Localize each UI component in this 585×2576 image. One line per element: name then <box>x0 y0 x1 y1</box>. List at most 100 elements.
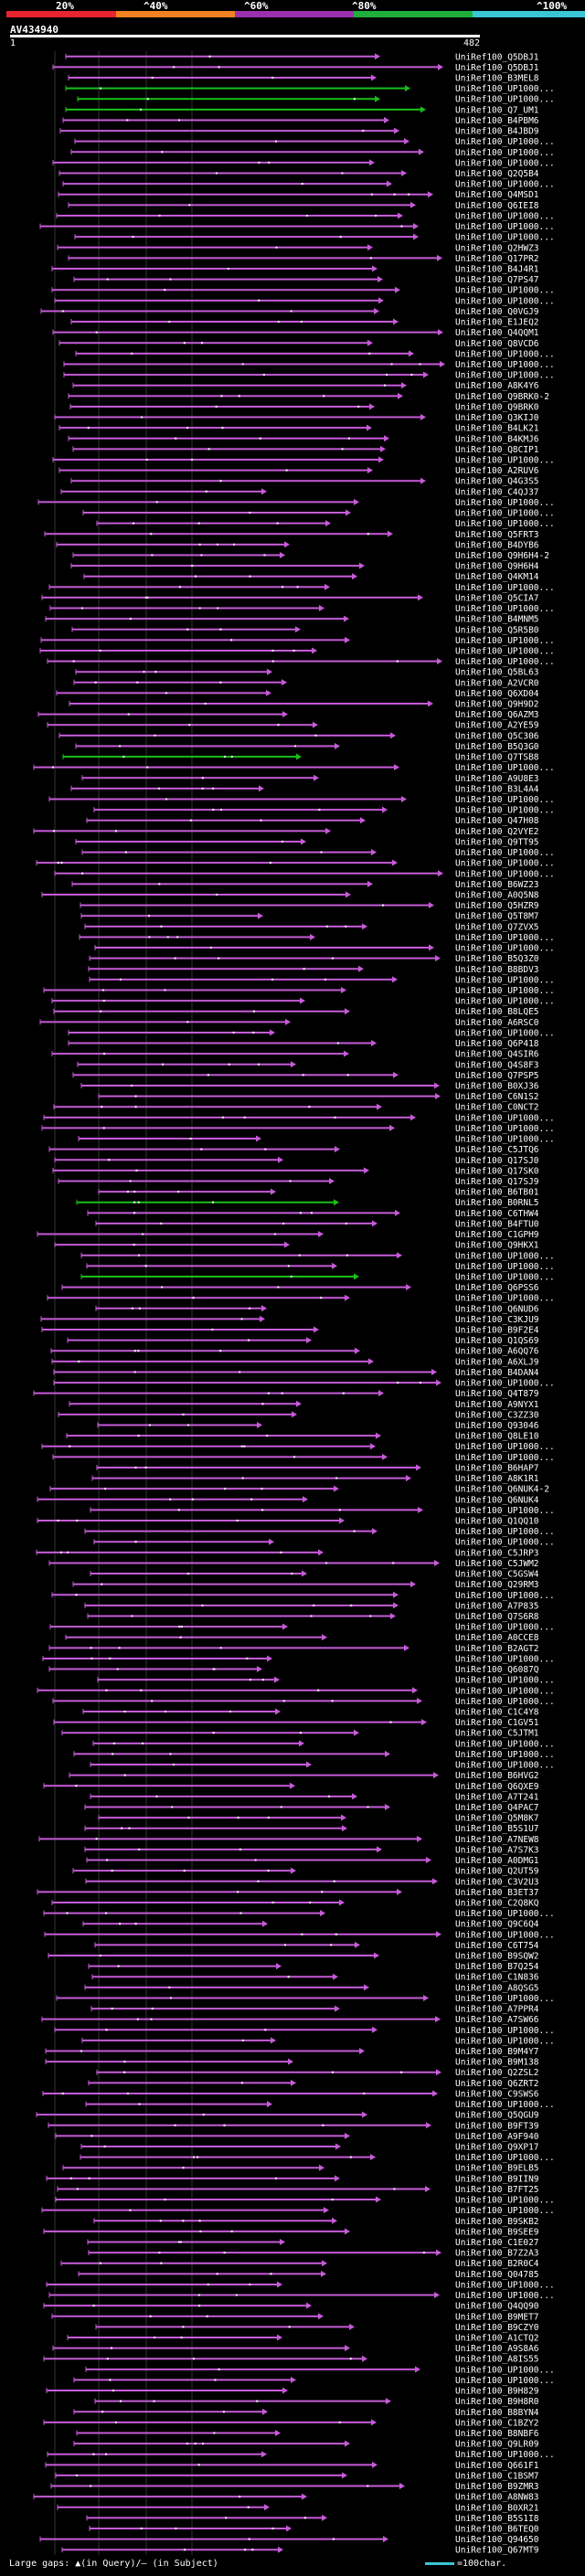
hit-label[interactable]: UniRef100_UP1000... <box>455 1113 555 1123</box>
hit-label[interactable]: UniRef100_UP1000... <box>455 95 555 105</box>
hit-label[interactable]: UniRef100_B4DAN4 <box>455 1368 539 1378</box>
hit-label[interactable]: UniRef100_C5JTM1 <box>455 1729 539 1739</box>
hit-label[interactable]: UniRef100_C6T754 <box>455 1941 539 1951</box>
hit-label[interactable]: UniRef100_C1E027 <box>455 2238 539 2248</box>
hit-label[interactable]: UniRef100_UP1000... <box>455 180 555 190</box>
hit-label[interactable]: UniRef100_UP1000... <box>455 296 555 306</box>
hit-label[interactable]: UniRef100_Q47H08 <box>455 816 539 826</box>
hit-label[interactable]: UniRef100_UP1000... <box>455 1124 555 1134</box>
hit-label[interactable]: UniRef100_Q8VCD6 <box>455 339 539 349</box>
hit-label[interactable]: UniRef100_UP1000... <box>455 975 555 985</box>
hit-label[interactable]: UniRef100_Q6P418 <box>455 1039 539 1049</box>
hit-label[interactable]: UniRef100_B9H8R0 <box>455 2397 539 2407</box>
hit-label[interactable]: UniRef100_Q661F1 <box>455 2461 539 2471</box>
hit-label[interactable]: UniRef100_C4QJ37 <box>455 487 539 497</box>
hit-label[interactable]: UniRef100_A7SW66 <box>455 2015 539 2025</box>
hit-label[interactable]: UniRef100_C3ZZ30 <box>455 1410 539 1420</box>
hit-label[interactable]: UniRef100_Q2HWZ3 <box>455 243 539 253</box>
hit-label[interactable]: UniRef100_Q5CIA7 <box>455 593 539 603</box>
hit-label[interactable]: UniRef100_UP1000... <box>455 2450 555 2460</box>
hit-label[interactable]: UniRef100_Q4QQM1 <box>455 328 539 338</box>
hit-label[interactable]: UniRef100_Q2ZSL2 <box>455 2068 539 2078</box>
hit-label[interactable]: UniRef100_B0XR21 <box>455 2503 539 2513</box>
hit-label[interactable]: UniRef100_UP1000... <box>455 2036 555 2046</box>
hit-label[interactable]: UniRef100_Q5C306 <box>455 731 539 741</box>
hit-label[interactable]: UniRef100_C1GPH9 <box>455 1230 539 1240</box>
hit-label[interactable]: UniRef100_UP1000... <box>455 2026 555 2036</box>
hit-label[interactable]: UniRef100_UP1000... <box>455 636 555 646</box>
hit-label[interactable]: UniRef100_Q4QQ90 <box>455 2302 539 2312</box>
hit-label[interactable]: UniRef100_A9NYX1 <box>455 1400 539 1410</box>
hit-label[interactable]: UniRef100_C1BSM7 <box>455 2471 539 2481</box>
hit-label[interactable]: UniRef100_A2YE59 <box>455 721 539 731</box>
hit-label[interactable]: UniRef100_Q4S8F3 <box>455 1060 539 1070</box>
hit-label[interactable]: UniRef100_Q9XP17 <box>455 2143 539 2153</box>
hit-label[interactable]: UniRef100_Q5DBJ1 <box>455 52 539 62</box>
hit-label[interactable]: UniRef100_C3V2U3 <box>455 1877 539 1887</box>
hit-label[interactable]: UniRef100_B4LK21 <box>455 424 539 434</box>
hit-label[interactable]: UniRef100_A6QQ76 <box>455 1347 539 1357</box>
hit-label[interactable]: UniRef100_UP1000... <box>455 1379 555 1389</box>
hit-label[interactable]: UniRef100_UP1000... <box>455 1591 555 1601</box>
hit-label[interactable]: UniRef100_B0XJ36 <box>455 1081 539 1091</box>
hit-label[interactable]: UniRef100_Q6NUK4 <box>455 1495 539 1505</box>
hit-label[interactable]: UniRef100_UP1000... <box>455 1750 555 1760</box>
hit-label[interactable]: UniRef100_Q5BL63 <box>455 668 539 678</box>
hit-label[interactable]: UniRef100_B9F2E4 <box>455 1326 539 1336</box>
hit-label[interactable]: UniRef100_UP1000... <box>455 859 555 869</box>
hit-label[interactable]: UniRef100_UP1000... <box>455 286 555 296</box>
hit-label[interactable]: UniRef100_C5GSW4 <box>455 1570 539 1580</box>
hit-label[interactable]: UniRef100_A9S8A6 <box>455 2344 539 2354</box>
hit-label[interactable]: UniRef100_Q5HZR9 <box>455 901 539 911</box>
hit-label[interactable]: UniRef100_C5JRP3 <box>455 1548 539 1558</box>
hit-label[interactable]: UniRef100_UP1000... <box>455 1251 555 1261</box>
hit-label[interactable]: UniRef100_A0Q5N8 <box>455 891 539 901</box>
hit-label[interactable]: UniRef100_UP1000... <box>455 806 555 816</box>
hit-label[interactable]: UniRef100_Q8LE10 <box>455 1432 539 1442</box>
hit-label[interactable]: UniRef100_C5JWM2 <box>455 1559 539 1569</box>
hit-label[interactable]: UniRef100_Q9H9D2 <box>455 700 539 710</box>
hit-label[interactable]: UniRef100_UP1000... <box>455 1909 555 1919</box>
hit-label[interactable]: UniRef100_C6THW4 <box>455 1209 539 1219</box>
hit-label[interactable]: UniRef100_B4FTU0 <box>455 1219 539 1229</box>
hit-label[interactable]: UniRef100_E1JEQ2 <box>455 318 539 328</box>
hit-label[interactable]: UniRef100_A2VCR0 <box>455 678 539 688</box>
hit-label[interactable]: UniRef100_UP1000... <box>455 148 555 158</box>
hit-label[interactable]: UniRef100_Q9LR09 <box>455 2440 539 2450</box>
hit-label[interactable]: UniRef100_UP1000... <box>455 604 555 614</box>
hit-label[interactable]: UniRef100_UP1000... <box>455 2365 555 2375</box>
hit-label[interactable]: UniRef100_B6HVG2 <box>455 1771 539 1781</box>
hit-label[interactable]: UniRef100_UP1000... <box>455 1686 555 1696</box>
hit-label[interactable]: UniRef100_UP1000... <box>455 944 555 954</box>
hit-label[interactable]: UniRef100_Q4G3S5 <box>455 477 539 487</box>
hit-label[interactable]: UniRef100_B3L4A4 <box>455 784 539 794</box>
hit-label[interactable]: UniRef100_UP1000... <box>455 1761 555 1771</box>
hit-label[interactable]: UniRef100_Q2VYE2 <box>455 827 539 837</box>
hit-label[interactable]: UniRef100_UP1000... <box>455 1272 555 1282</box>
hit-label[interactable]: UniRef100_UP1000... <box>455 233 555 243</box>
hit-label[interactable]: UniRef100_Q5FRT3 <box>455 530 539 540</box>
hit-label[interactable]: UniRef100_Q6QXE9 <box>455 1782 539 1792</box>
hit-label[interactable]: UniRef100_Q17SK0 <box>455 1166 539 1176</box>
hit-label[interactable]: UniRef100_UP1000... <box>455 869 555 879</box>
hit-label[interactable]: UniRef100_B5S1I8 <box>455 2514 539 2524</box>
hit-label[interactable]: UniRef100_Q2UT59 <box>455 1867 539 1877</box>
hit-label[interactable]: UniRef100_Q4KM14 <box>455 572 539 582</box>
hit-label[interactable]: UniRef100_B7FT25 <box>455 2185 539 2195</box>
hit-label[interactable]: UniRef100_B6WZ23 <box>455 880 539 890</box>
hit-label[interactable]: UniRef100_A7S7K3 <box>455 1845 539 1855</box>
hit-label[interactable]: UniRef100_UP1000... <box>455 158 555 168</box>
hit-label[interactable]: UniRef100_C1N836 <box>455 1973 539 1983</box>
hit-label[interactable]: UniRef100_UP1000... <box>455 1697 555 1707</box>
hit-label[interactable]: UniRef100_Q29RM3 <box>455 1580 539 1590</box>
hit-label[interactable]: UniRef100_B9FT39 <box>455 2121 539 2131</box>
hit-label[interactable]: UniRef100_A7PPR4 <box>455 2005 539 2015</box>
hit-label[interactable]: UniRef100_A1CTQ2 <box>455 2333 539 2343</box>
hit-label[interactable]: UniRef100_A7T241 <box>455 1792 539 1802</box>
hit-label[interactable]: UniRef100_UP1000... <box>455 1676 555 1686</box>
hit-label[interactable]: UniRef100_Q9C6Q4 <box>455 1920 539 1930</box>
hit-label[interactable]: UniRef100_Q5M8K7 <box>455 1814 539 1824</box>
hit-label[interactable]: UniRef100_A7NEW8 <box>455 1835 539 1845</box>
hit-label[interactable]: UniRef100_Q9HKX1 <box>455 1241 539 1251</box>
hit-label[interactable]: UniRef100_B9H829 <box>455 2387 539 2397</box>
